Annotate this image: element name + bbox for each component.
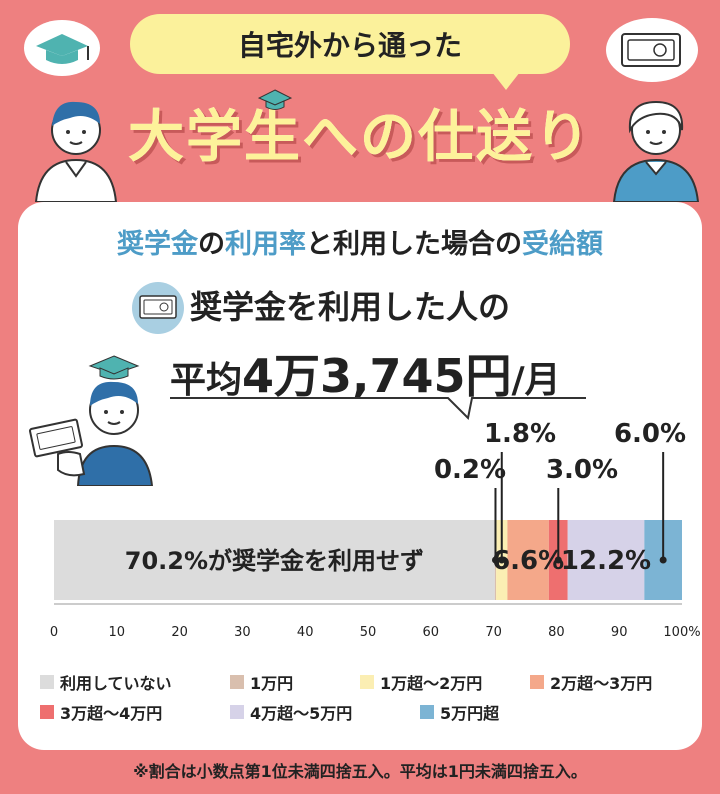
main-title: 大学生への仕送り — [128, 105, 592, 170]
legend-swatch — [40, 675, 54, 689]
subtitle-part1: 奨学金 — [117, 229, 198, 260]
summary-value: 4万3,745円 — [242, 349, 512, 403]
legend-item: 4万超～5万円 — [230, 700, 352, 724]
x-tick-label: 70 — [485, 625, 502, 640]
legend-swatch — [40, 705, 54, 719]
legend-item: 5万円超 — [420, 700, 499, 724]
data-label: 1.8% — [484, 419, 556, 449]
x-tick-label: 40 — [297, 625, 314, 640]
data-label: 12.2% — [561, 546, 651, 576]
legend-label: 2万超～3万円 — [550, 674, 653, 693]
legend-label: 利用していない — [60, 674, 172, 693]
summary-underline — [170, 397, 586, 421]
summary-prefix: 平均 — [170, 360, 243, 401]
subtitle-part2: の — [198, 229, 225, 260]
x-tick-label: 10 — [109, 625, 126, 640]
footnote: ※割合は小数点第1位未満四捨五入。平均は1円未満四捨五入。 — [133, 762, 587, 781]
student-money-illustration — [28, 355, 154, 486]
x-tick-label: 20 — [171, 625, 188, 640]
small-cap-icon — [258, 89, 292, 110]
legend-label: 5万円超 — [440, 704, 500, 723]
money-bubble-icon — [606, 18, 698, 82]
leader-dot — [659, 556, 667, 564]
legend-item: 1万超～2万円 — [360, 670, 482, 694]
x-tick-label: 100% — [663, 625, 700, 640]
summary-line2: 平均4万3,745円/月 — [170, 340, 561, 406]
legend-label: 1万円 — [250, 674, 294, 693]
data-label: 70.2%が奨学金を利用せず — [125, 547, 424, 575]
header-tag: 自宅外から通った — [130, 14, 570, 90]
x-tick-label: 30 — [234, 625, 251, 640]
subtitle-part5: 受給額 — [522, 229, 603, 260]
bar-segment — [507, 520, 549, 600]
x-tick-label: 0 — [50, 625, 58, 640]
data-label: 0.2% — [434, 455, 506, 485]
parent-illustration — [612, 100, 700, 202]
leader-dot — [491, 556, 499, 564]
data-label: 6.0% — [614, 419, 686, 449]
x-tick-label: 90 — [611, 625, 628, 640]
chart-legend: 利用していない 1万円 1万超～2万円 2万超～3万円 3万超～4万円 4万超～5万円 5万… — [40, 670, 700, 740]
x-tick-label: 80 — [548, 625, 565, 640]
subtitle-part4: と利用した場合の — [306, 229, 522, 260]
student-illustration — [34, 101, 118, 202]
leader-dot — [498, 556, 506, 564]
x-tick-label: 50 — [360, 625, 377, 640]
data-label: 3.0% — [546, 455, 618, 485]
legend-swatch — [530, 675, 544, 689]
bar-segment — [567, 520, 645, 600]
legend-item: 1万円 — [230, 670, 293, 694]
legend-label: 3万超～4万円 — [60, 704, 163, 723]
legend-swatch — [360, 675, 374, 689]
bar-segment — [54, 520, 495, 600]
legend-item: 2万超～3万円 — [530, 670, 652, 694]
subtitle-part3: 利用率 — [225, 229, 306, 260]
summary-line1: 奨学金を利用した人の — [190, 288, 511, 326]
chart-subtitle: 奨学金の利用率と利用した場合の受給額 — [18, 222, 702, 261]
legend-label: 4万超～5万円 — [250, 704, 353, 723]
leader-dot — [554, 556, 562, 564]
legend-swatch — [420, 705, 434, 719]
legend-swatch — [230, 705, 244, 719]
x-tick-label: 60 — [423, 625, 440, 640]
legend-label: 1万超～2万円 — [380, 674, 483, 693]
legend-item: 3万超～4万円 — [40, 700, 162, 724]
summary-suffix: /月 — [511, 360, 561, 401]
graduation-cap-bubble-icon — [24, 20, 100, 76]
legend-item: 利用していない — [40, 670, 172, 694]
legend-swatch — [230, 675, 244, 689]
money-circle-icon — [132, 282, 184, 334]
